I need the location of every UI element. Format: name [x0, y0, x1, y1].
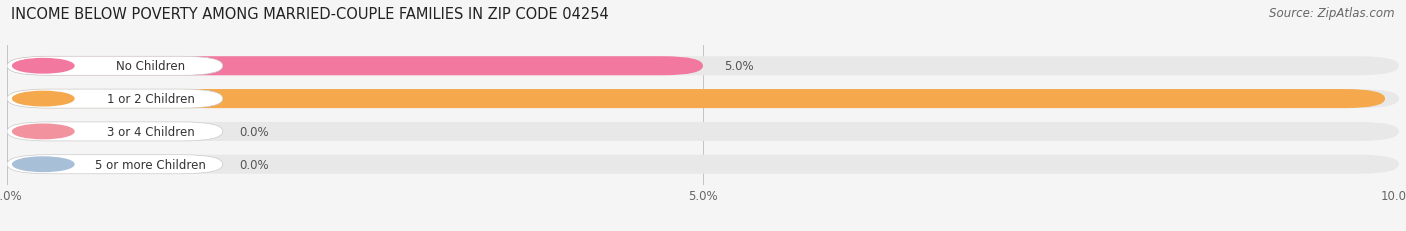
FancyBboxPatch shape: [7, 57, 222, 76]
Circle shape: [13, 157, 75, 172]
FancyBboxPatch shape: [7, 122, 222, 141]
Text: 0.0%: 0.0%: [239, 158, 269, 171]
FancyBboxPatch shape: [7, 90, 1399, 109]
FancyBboxPatch shape: [7, 90, 222, 109]
Text: 1 or 2 Children: 1 or 2 Children: [107, 93, 194, 106]
Circle shape: [13, 92, 75, 106]
Text: 5 or more Children: 5 or more Children: [96, 158, 205, 171]
Circle shape: [13, 59, 75, 74]
Text: No Children: No Children: [115, 60, 186, 73]
Text: 0.0%: 0.0%: [239, 125, 269, 138]
Text: 3 or 4 Children: 3 or 4 Children: [107, 125, 194, 138]
FancyBboxPatch shape: [7, 57, 1399, 76]
FancyBboxPatch shape: [7, 155, 222, 174]
Text: Source: ZipAtlas.com: Source: ZipAtlas.com: [1270, 7, 1395, 20]
FancyBboxPatch shape: [7, 122, 1399, 141]
FancyBboxPatch shape: [7, 90, 1385, 109]
FancyBboxPatch shape: [7, 155, 1399, 174]
Text: 5.0%: 5.0%: [724, 60, 754, 73]
FancyBboxPatch shape: [7, 57, 703, 76]
Text: INCOME BELOW POVERTY AMONG MARRIED-COUPLE FAMILIES IN ZIP CODE 04254: INCOME BELOW POVERTY AMONG MARRIED-COUPL…: [11, 7, 609, 22]
Circle shape: [13, 125, 75, 139]
